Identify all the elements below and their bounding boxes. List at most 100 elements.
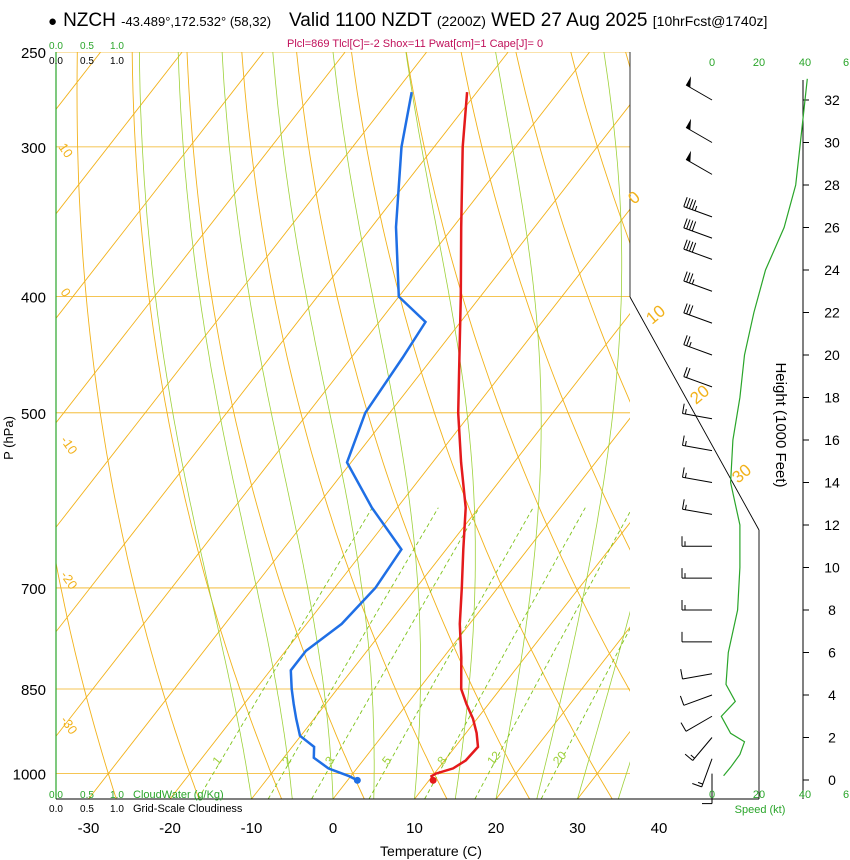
- isotherm-line: [659, 52, 850, 799]
- cloudwater-top-tick: 1.0: [110, 41, 124, 52]
- wind-barb-staff: [683, 227, 713, 239]
- moist-adiabat-line: [332, 52, 422, 799]
- forecast-info: [10hrFcst@1740z]: [652, 13, 768, 29]
- temperature-axis-title: Temperature (C): [380, 843, 482, 859]
- wind-barb-flag: [688, 241, 694, 252]
- mixing-ratio-line: [197, 507, 373, 799]
- wind-barb: [692, 758, 713, 788]
- utc-time: (2200Z): [436, 13, 486, 29]
- wind-barb: [685, 150, 713, 175]
- wind-barb: [683, 218, 713, 239]
- wind-barb-pennant: [686, 118, 691, 130]
- wind-barb-flag: [691, 200, 697, 210]
- pressure-axis-title: P (hPa): [1, 416, 16, 460]
- wind-barb-flag: [686, 272, 691, 283]
- wind-barb-flag: [683, 239, 688, 250]
- valid-date: WED 27 Aug 2025: [491, 10, 648, 31]
- pressure-tick-label: 1000: [13, 767, 46, 784]
- wind-barb-flag: [692, 783, 702, 788]
- wind-barb: [684, 737, 713, 761]
- wind-barb-staff: [683, 694, 713, 706]
- wind-speed-bottom-tick: 0: [709, 789, 715, 801]
- wind-barb: [682, 467, 713, 483]
- surface-temperature-marker: [429, 776, 437, 784]
- wind-barb-flag: [683, 367, 688, 377]
- surface-dewpoint-marker: [353, 776, 361, 784]
- dry-adiabat-label: 0: [624, 187, 643, 208]
- wind-barb-flag: [680, 722, 687, 732]
- wind-barb-staff: [685, 715, 713, 732]
- wind-speed-bottom-tick: 6: [843, 789, 849, 801]
- height-tick-label: 2: [828, 730, 836, 746]
- moist-adiabat-line: [536, 52, 623, 799]
- wind-speed-top-tick: 40: [799, 57, 811, 69]
- station-id: NZCH: [63, 10, 116, 31]
- mixing-ratio-label: 5: [379, 753, 394, 767]
- wind-barb-flag: [686, 219, 691, 230]
- cloudiness-axis-title: Grid-Scale Cloudiness: [133, 803, 243, 815]
- moist-adiabat-line: [405, 52, 476, 799]
- wind-barb-half-flag: [697, 781, 703, 785]
- wind-barb-flag: [688, 220, 694, 231]
- temperature-tick-label: 20: [488, 820, 505, 837]
- station-dot-icon: ●: [48, 13, 58, 30]
- isotherm-line: [495, 626, 630, 799]
- wind-barb: [681, 536, 713, 547]
- wind-barb: [683, 197, 713, 218]
- moist-adiabat-line: [221, 52, 334, 799]
- height-tick-label: 30: [824, 135, 840, 151]
- wind-barb: [680, 715, 713, 732]
- isotherm-line: [88, 104, 630, 799]
- wind-barb-staff: [682, 413, 713, 420]
- wind-barb-flag: [686, 240, 691, 251]
- pressure-tick-label: 400: [21, 290, 46, 307]
- wind-speed-axis-title: Speed (kt): [735, 804, 786, 816]
- mixing-ratio-label: 1: [209, 753, 224, 767]
- wind-barb-staff: [685, 158, 713, 175]
- wind-barb: [683, 335, 713, 356]
- isotherm-line: [56, 52, 265, 319]
- height-tick-label: 14: [824, 475, 840, 491]
- isotherm-line: [169, 208, 630, 799]
- cloudwater-bottom-tick: 0.0: [49, 790, 63, 801]
- wind-barb-flag: [680, 669, 683, 680]
- wind-barb-flag: [679, 695, 685, 706]
- wind-barb-staff: [683, 376, 713, 388]
- wind-speed-bottom-tick: 40: [799, 789, 811, 801]
- dry-adiabat-line: [56, 560, 117, 799]
- cloudwater-top-tick: 0.5: [80, 41, 94, 52]
- moist-adiabat-line: [139, 52, 252, 799]
- height-tick-label: 28: [824, 177, 840, 193]
- wind-barb-staff: [683, 248, 713, 260]
- wind-barb-staff: [683, 344, 713, 356]
- wind-barb: [682, 403, 713, 420]
- wind-barb-flag: [683, 197, 688, 207]
- isotherm-line: [56, 52, 591, 737]
- wind-barb-staff: [683, 312, 713, 324]
- dry-adiabat-line: [131, 52, 283, 799]
- wind-barb-flag: [686, 304, 691, 315]
- wind-barb: [679, 694, 713, 706]
- station-coords: -43.489°,172.532° (58,32): [121, 14, 272, 29]
- isotherm-line: [56, 52, 509, 633]
- dry-adiabat-line: [405, 52, 630, 692]
- mixing-ratio-line: [368, 507, 534, 799]
- wind-barb-staff: [692, 737, 713, 761]
- moist-adiabat-line: [272, 52, 375, 799]
- wind-barb: [681, 631, 713, 643]
- wind-barb-staff: [682, 444, 713, 452]
- wind-barb-staff: [682, 508, 713, 515]
- wind-barb-staff: [685, 84, 713, 101]
- wind-barb: [681, 600, 712, 611]
- wind-barb-half-flag: [684, 472, 687, 478]
- dry-adiabat-line: [351, 52, 613, 799]
- dry-adiabat-line: [570, 52, 630, 245]
- dry-adiabat-label: 0: [58, 285, 74, 300]
- mixing-ratio-line: [540, 627, 630, 799]
- wind-barb-flag: [686, 336, 691, 346]
- wind-barb-flag: [686, 198, 691, 208]
- wind-speed-profile-line: [720, 78, 808, 777]
- mixing-ratio-line: [267, 507, 439, 799]
- wind-speed-top-tick: 20: [753, 57, 765, 69]
- wind-barb: [685, 76, 713, 101]
